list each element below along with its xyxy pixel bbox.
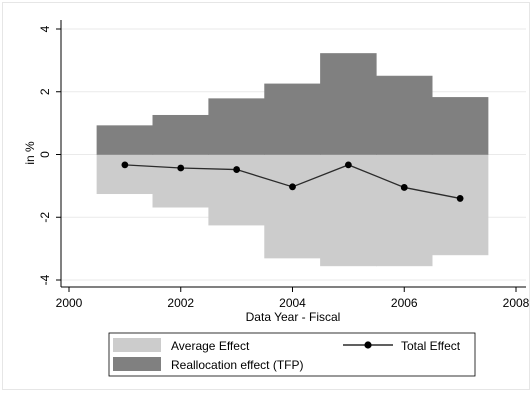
x-axis-title: Data Year - Fiscal [246,310,341,324]
total-effect-series [121,161,464,202]
bar-reallocation-effect-tfp [264,83,321,155]
bar-average-effect [96,154,154,195]
total-effect-point [344,161,352,169]
total-effect-point [233,166,241,173]
x-tick-label: 2008 [503,296,530,310]
total-effect-point [456,195,464,202]
bar-average-effect [376,154,433,267]
bar-reallocation-effect-tfp [96,125,154,155]
y-tick-label: 0 [38,151,52,158]
y-tick-label: -4 [38,274,52,285]
bar-average-effect [431,154,489,256]
bars [96,53,489,267]
legend: Average Effect Reallocation effect (TFP)… [108,332,476,377]
x-tick-label: 2002 [167,296,194,310]
bar-reallocation-effect-tfp [152,114,209,155]
tick-labels: -4 -2 0 2 4 2000 2002 2004 2006 2008 [38,25,530,310]
total-effect-point [400,184,408,191]
total-effect-point [177,164,185,172]
axes [56,20,526,292]
legend-label-total-effect: Total Effect [401,339,461,353]
y-tick-label: -2 [38,212,52,223]
legend-marker-total-effect [364,341,372,349]
total-effect-point [289,183,296,191]
x-tick-label: 2004 [279,296,306,310]
y-tick-label: 4 [38,25,52,32]
bar-average-effect [208,154,265,226]
bar-reallocation-effect-tfp [376,75,433,155]
outer-border [2,2,530,390]
bar-average-effect [320,154,377,267]
bar-average-effect [264,154,321,259]
legend-box [108,332,476,377]
legend-swatch-reallocation-effect [113,357,161,371]
bar-average-effect [152,154,209,208]
bar-reallocation-effect-tfp [320,53,377,155]
legend-label-average-effect: Average Effect [171,339,250,353]
total-effect-point [121,161,129,169]
legend-swatch-average-effect [113,338,161,352]
bar-reallocation-effect-tfp [431,97,489,155]
x-tick-label: 2000 [56,296,83,310]
legend-label-reallocation-effect: Reallocation effect (TFP) [171,358,304,372]
y-axis-title: in % [23,141,37,165]
bar-reallocation-effect-tfp [208,98,265,155]
y-tick-label: 2 [38,88,52,95]
x-tick-label: 2006 [391,296,418,310]
